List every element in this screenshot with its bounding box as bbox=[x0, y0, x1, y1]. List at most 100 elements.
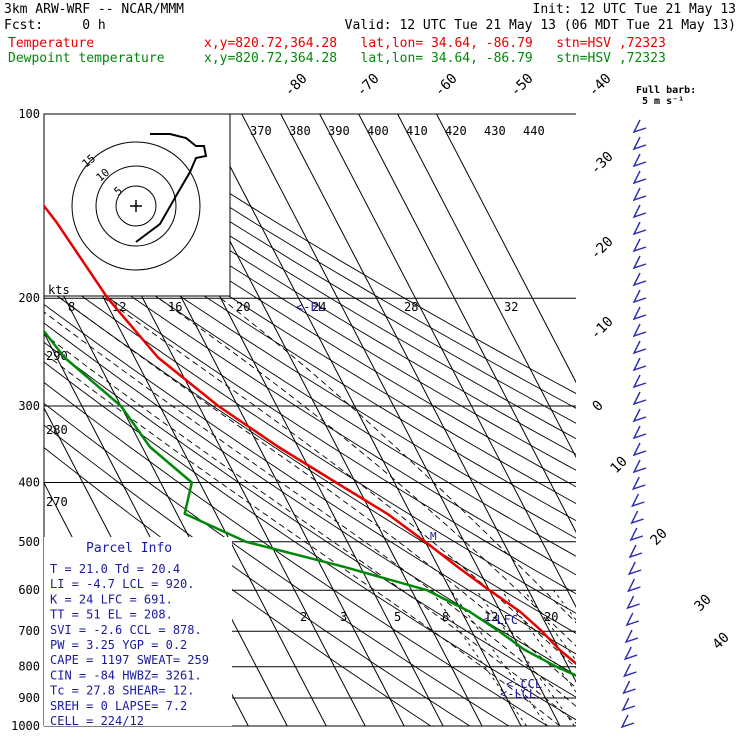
isotherm-line bbox=[241, 114, 561, 726]
parcel-row: PW = 3.25 YGP = 0.2 bbox=[50, 638, 187, 652]
barb-legend-title: Full barb: bbox=[636, 85, 696, 96]
isotherm-line bbox=[202, 114, 522, 726]
temp-tick-label: -10 bbox=[588, 314, 617, 343]
hodograph-ring bbox=[115, 185, 157, 227]
wind-barb bbox=[632, 136, 647, 151]
lcl-annotation: <-LCL bbox=[500, 687, 536, 701]
wind-barb bbox=[632, 459, 647, 474]
wind-barb bbox=[632, 425, 647, 440]
temp-tick-label: 20 bbox=[648, 526, 671, 549]
wind-barb bbox=[632, 340, 647, 355]
dry-adiabat bbox=[44, 185, 576, 522]
wind-barb bbox=[622, 680, 636, 695]
wind-barb bbox=[632, 374, 647, 389]
wind-barb bbox=[628, 544, 643, 559]
hodograph-trace bbox=[135, 133, 208, 243]
dewpoint-curve bbox=[44, 329, 576, 677]
dry-adiabat bbox=[44, 201, 576, 539]
dry-adiabat bbox=[44, 155, 576, 488]
parcel-box bbox=[44, 537, 232, 726]
theta-label: 420 bbox=[445, 124, 467, 138]
parcel-row: K = 24 LFC = 691. bbox=[50, 592, 173, 606]
dry-adiabat bbox=[44, 250, 576, 595]
wind-barb bbox=[632, 289, 647, 304]
temp-tick-label: -40 bbox=[586, 71, 615, 100]
wind-barb bbox=[624, 629, 639, 644]
dry-adiabat bbox=[44, 170, 576, 504]
parcel-row: TT = 51 EL = 208. bbox=[50, 608, 173, 622]
barb-legend-unit: 5 m s⁻¹ bbox=[642, 96, 684, 107]
title-left: 3km ARW-WRF -- NCAR/MMM bbox=[4, 2, 185, 17]
temp-tick-label: 40 bbox=[710, 630, 733, 653]
temperature-legend: Temperature bbox=[8, 36, 95, 51]
pressure-label: 1000 bbox=[11, 719, 40, 733]
dry-adiabat bbox=[104, 114, 576, 394]
isotherm-line bbox=[397, 114, 576, 459]
dry-adiabat bbox=[44, 217, 576, 557]
pressure-label: 400 bbox=[18, 475, 40, 489]
temp-tick-label: -80 bbox=[282, 71, 311, 100]
wind-barb bbox=[632, 357, 647, 372]
wind-barb bbox=[632, 442, 647, 457]
pressure-label: 200 bbox=[18, 291, 40, 305]
isotherm-line bbox=[0, 114, 21, 739]
isotherm-line bbox=[358, 114, 576, 534]
dewpoint-legend: Dewpoint temperature bbox=[8, 51, 165, 66]
temp-tick-label: 0 bbox=[590, 398, 607, 415]
pressure-label: 700 bbox=[18, 624, 40, 638]
dry-adiabat bbox=[44, 424, 471, 726]
wind-barb bbox=[629, 527, 644, 542]
isotherm-line bbox=[280, 114, 576, 683]
pressure-label: 600 bbox=[18, 583, 40, 597]
melting-annotation: M bbox=[430, 530, 437, 543]
mixing-ratio-line bbox=[553, 589, 576, 621]
parcel-title: Parcel Info bbox=[86, 541, 172, 556]
isotherm-line bbox=[436, 114, 576, 384]
kts-tick-label: 20 bbox=[236, 300, 250, 314]
wind-barb bbox=[632, 408, 647, 423]
dry-adiabat bbox=[44, 402, 510, 726]
parcel-row: CELL = 224/12 bbox=[50, 714, 144, 728]
kts-tick-label: 32 bbox=[504, 300, 518, 314]
valid-time: Valid: 12 UTC Tue 21 May 13 (06 MDT Tue … bbox=[344, 18, 736, 33]
moist-adiabat bbox=[60, 297, 576, 689]
pressure-label: 300 bbox=[18, 399, 40, 413]
wind-barb bbox=[631, 476, 646, 491]
pressure-label: 800 bbox=[18, 660, 40, 674]
hodograph-frame bbox=[43, 113, 231, 297]
wind-barb bbox=[632, 204, 647, 219]
dry-adiabat bbox=[44, 322, 576, 676]
left-axis-label: 290 bbox=[46, 349, 68, 363]
dry-adiabat bbox=[44, 234, 576, 576]
theta-label: 440 bbox=[523, 124, 545, 138]
ccl-annotation: <-CCL bbox=[506, 677, 542, 691]
dry-adiabat bbox=[44, 140, 576, 471]
temp-tick-label: -50 bbox=[508, 71, 537, 100]
mixing-ratio-label: 2 bbox=[300, 610, 307, 624]
wind-barb bbox=[630, 510, 644, 525]
wind-barb bbox=[627, 578, 641, 593]
moist-adiabat bbox=[44, 352, 561, 726]
left-axis-label: 280 bbox=[46, 423, 68, 437]
wind-barb bbox=[623, 663, 637, 678]
kts-tick-label: 24 bbox=[312, 300, 326, 314]
mixing-ratio-label: 12 bbox=[484, 610, 498, 624]
parcel-row: CAPE = 1197 SWEAT= 259 bbox=[50, 653, 209, 667]
wind-barb bbox=[632, 119, 647, 134]
kts-label: kts bbox=[48, 283, 70, 297]
parcel-row: Tc = 27.8 SHEAR= 12. bbox=[50, 684, 195, 698]
kts-tick-label: 12 bbox=[112, 300, 126, 314]
pressure-label: 500 bbox=[18, 535, 40, 549]
temp-tick-label: -30 bbox=[588, 149, 617, 178]
mixing-ratio-label: 20 bbox=[544, 610, 558, 624]
theta-label: 380 bbox=[289, 124, 311, 138]
forecast-hour: Fcst: 0 h bbox=[4, 18, 106, 33]
lfc-annotation: <-LFC bbox=[482, 613, 518, 627]
wind-barb bbox=[632, 221, 647, 236]
theta-label: 400 bbox=[367, 124, 389, 138]
pressure-label: 900 bbox=[18, 691, 40, 705]
wind-barb bbox=[632, 391, 647, 406]
mixing-ratio-line bbox=[501, 589, 576, 693]
wind-barb bbox=[632, 306, 647, 321]
